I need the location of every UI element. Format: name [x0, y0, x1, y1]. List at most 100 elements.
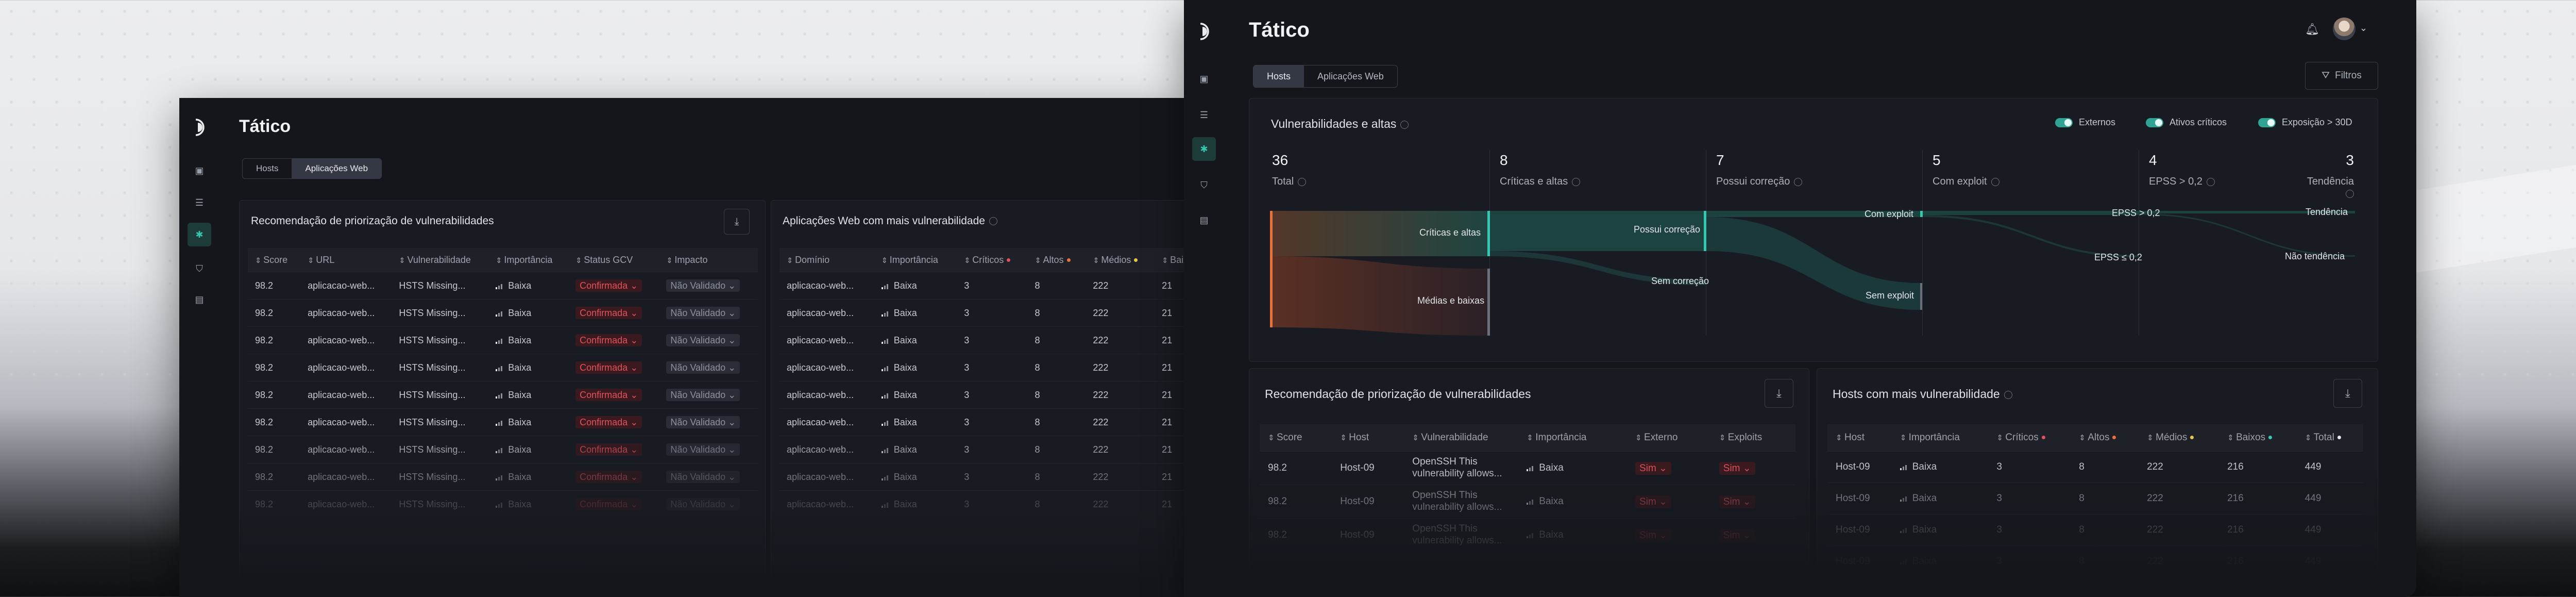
info-icon[interactable] — [2346, 189, 2354, 198]
download-button[interactable]: ⤓ — [724, 209, 750, 235]
table-row[interactable]: 98.2 Host-09 OpenSSH This vulnerability al… — [1260, 485, 1795, 519]
download-button[interactable]: ⤓ — [2333, 379, 2362, 408]
chevron-down-icon[interactable]: ⌄ — [725, 362, 736, 373]
tab-hosts[interactable]: Hosts — [1253, 65, 1304, 87]
avatar[interactable] — [2333, 18, 2355, 40]
info-icon[interactable] — [2206, 177, 2215, 186]
chevron-down-icon[interactable]: ⌄ — [725, 499, 736, 509]
info-icon[interactable] — [1572, 177, 1581, 186]
shield-nav-icon[interactable]: ⛉ — [196, 263, 203, 274]
column-header[interactable]: ⇕ Médios — [1086, 248, 1155, 272]
chevron-down-icon[interactable]: ⌄ — [725, 471, 736, 482]
column-header[interactable]: ⇕ Altos — [2071, 424, 2139, 452]
column-header[interactable]: ⇕ Críticos — [957, 248, 1028, 272]
chevron-down-icon[interactable]: ⌄ — [1740, 529, 1751, 541]
column-header[interactable]: ⇕ Score — [248, 248, 301, 272]
column-header[interactable]: ⇕ Host — [1827, 424, 1892, 452]
column-header[interactable]: ⇕ Host — [1332, 424, 1404, 452]
info-icon[interactable] — [989, 217, 997, 226]
table-row[interactable]: aplicacao-web... Baixa 3 8 222 21 — [779, 463, 1184, 491]
table-row[interactable]: Host-09 Baixa 3 8 222 216 449 — [1827, 514, 2363, 546]
dashboard-nav-icon[interactable]: ▣ — [195, 165, 204, 176]
chevron-down-icon[interactable]: ⌄ — [725, 417, 736, 427]
column-header[interactable]: ⇕ Importância — [488, 248, 569, 272]
info-icon[interactable] — [1298, 177, 1307, 186]
column-header[interactable]: ⇕ Baix — [1155, 248, 1184, 272]
chevron-down-icon[interactable]: ⌄ — [628, 417, 638, 427]
column-header[interactable]: ⇕ Vulnerabilidade — [1404, 424, 1519, 452]
toggle-critical-assets[interactable]: Ativos críticos — [2146, 117, 2227, 128]
table-row[interactable]: aplicacao-web... Baixa 3 8 222 21 — [779, 299, 1184, 327]
table-row[interactable]: aplicacao-web... Baixa 3 8 222 21 — [779, 326, 1184, 354]
bell-icon[interactable]: 🔔︎ — [2305, 23, 2319, 36]
database-nav-icon[interactable]: ☰ — [195, 197, 204, 208]
chevron-down-icon[interactable]: ⌄ — [725, 307, 736, 318]
column-header[interactable]: ⇕ Altos — [1027, 248, 1086, 272]
info-icon[interactable] — [1794, 177, 1803, 186]
chevron-down-icon[interactable]: ⌄ — [2360, 23, 2368, 33]
column-header[interactable]: ⇕ Médios — [2139, 424, 2219, 452]
column-header[interactable]: ⇕ Críticos — [1988, 424, 2071, 452]
column-header[interactable]: ⇕ Score — [1260, 424, 1332, 452]
chevron-down-icon[interactable]: ⌄ — [1656, 529, 1667, 541]
report-nav-icon[interactable]: ▤ — [1199, 214, 1209, 225]
report-nav-icon[interactable]: ▤ — [195, 294, 204, 305]
table-row[interactable]: aplicacao-web... Baixa 3 8 222 21 — [779, 408, 1184, 436]
chevron-down-icon[interactable]: ⌄ — [1740, 496, 1751, 507]
column-header[interactable]: ⇕ Importância — [874, 248, 957, 272]
table-row[interactable]: 98.2 aplicacao-web... HSTS Missing... Baixa… — [248, 490, 758, 518]
table-row[interactable]: Host-09 Baixa 3 8 222 216 449 — [1827, 451, 2363, 483]
chevron-down-icon[interactable]: ⌄ — [628, 389, 638, 400]
table-row[interactable]: aplicacao-web... Baixa 3 8 222 21 — [779, 490, 1184, 518]
chevron-down-icon[interactable]: ⌄ — [628, 280, 638, 291]
table-row[interactable]: 98.2 aplicacao-web... HSTS Missing... Baixa… — [248, 436, 758, 463]
table-row[interactable]: 98.2 aplicacao-web... HSTS Missing... Baixa… — [248, 463, 758, 491]
table-row[interactable]: 98.2 aplicacao-web... HSTS Missing... Baixa… — [248, 326, 758, 354]
column-header[interactable]: ⇕ Impacto — [659, 248, 758, 272]
table-row[interactable]: aplicacao-web... Baixa 3 8 222 21 — [779, 381, 1184, 409]
info-icon[interactable] — [2004, 390, 2012, 399]
toggle-external[interactable]: Externos — [2055, 117, 2115, 128]
chevron-down-icon[interactable]: ⌄ — [628, 362, 638, 373]
info-icon[interactable] — [1400, 120, 1409, 129]
column-header[interactable]: ⇕ Vulnerabilidade — [392, 248, 489, 272]
bug-nav-icon[interactable]: ✱ — [188, 223, 211, 246]
table-row[interactable]: 98.2 aplicacao-web... HSTS Missing... Baixa… — [248, 299, 758, 327]
tab-hosts[interactable]: Hosts — [256, 163, 279, 173]
info-icon[interactable] — [1991, 177, 1999, 186]
column-header[interactable]: ⇕ Total — [2296, 424, 2363, 452]
table-row[interactable]: aplicacao-web... Baixa 3 8 222 21 — [779, 436, 1184, 463]
table-row[interactable]: aplicacao-web... Baixa 3 8 222 21 — [779, 354, 1184, 382]
column-header[interactable]: ⇕ Externo — [1627, 424, 1711, 452]
chevron-down-icon[interactable]: ⌄ — [725, 444, 736, 455]
column-header[interactable]: ⇕ Status GCV — [568, 248, 659, 272]
chevron-down-icon[interactable]: ⌄ — [725, 389, 736, 400]
column-header[interactable]: ⇕ Exploits — [1710, 424, 1795, 452]
table-row[interactable]: 98.2 aplicacao-web... HSTS Missing... Baixa… — [248, 381, 758, 409]
database-nav-icon[interactable]: ☰ — [1199, 109, 1209, 120]
chevron-down-icon[interactable]: ⌄ — [1656, 462, 1667, 474]
table-row[interactable]: Host-09 Baixa 3 8 222 216 449 — [1827, 483, 2363, 515]
table-row[interactable]: 98.2 Host-09 OpenSSH This vulnerability al… — [1260, 451, 1795, 485]
column-header[interactable]: ⇕ Baixos — [2219, 424, 2297, 452]
chevron-down-icon[interactable]: ⌄ — [628, 471, 638, 482]
table-row[interactable]: 98.2 aplicacao-web... HSTS Missing... Baixa… — [248, 408, 758, 436]
chevron-down-icon[interactable]: ⌄ — [725, 280, 736, 291]
column-header[interactable]: ⇕ URL — [300, 248, 392, 272]
column-header[interactable]: ⇕ Importância — [1518, 424, 1628, 452]
table-row[interactable]: 98.2 aplicacao-web... HSTS Missing... Baixa… — [248, 272, 758, 300]
chevron-down-icon[interactable]: ⌄ — [628, 444, 638, 455]
chevron-down-icon[interactable]: ⌄ — [628, 499, 638, 509]
chevron-down-icon[interactable]: ⌄ — [628, 335, 638, 345]
shield-nav-icon[interactable]: ⛉ — [1200, 179, 1208, 190]
table-row[interactable]: 98.2 Host-09 OpenSSH This vulnerability al… — [1260, 518, 1795, 552]
filters-button[interactable]: ⛛ Filtros — [2305, 62, 2378, 90]
chevron-down-icon[interactable]: ⌄ — [1740, 462, 1751, 474]
table-row[interactable]: aplicacao-web... Baixa 3 8 222 21 — [779, 272, 1184, 300]
column-header[interactable]: ⇕ Importância — [1891, 424, 1989, 452]
toggle-exposure[interactable]: Exposição > 30D — [2258, 117, 2352, 128]
download-button[interactable]: ⤓ — [1765, 379, 1793, 408]
tab-web-apps[interactable]: Aplicações Web — [292, 159, 382, 178]
chevron-down-icon[interactable]: ⌄ — [725, 335, 736, 345]
column-header[interactable]: ⇕ Domínio — [779, 248, 874, 272]
